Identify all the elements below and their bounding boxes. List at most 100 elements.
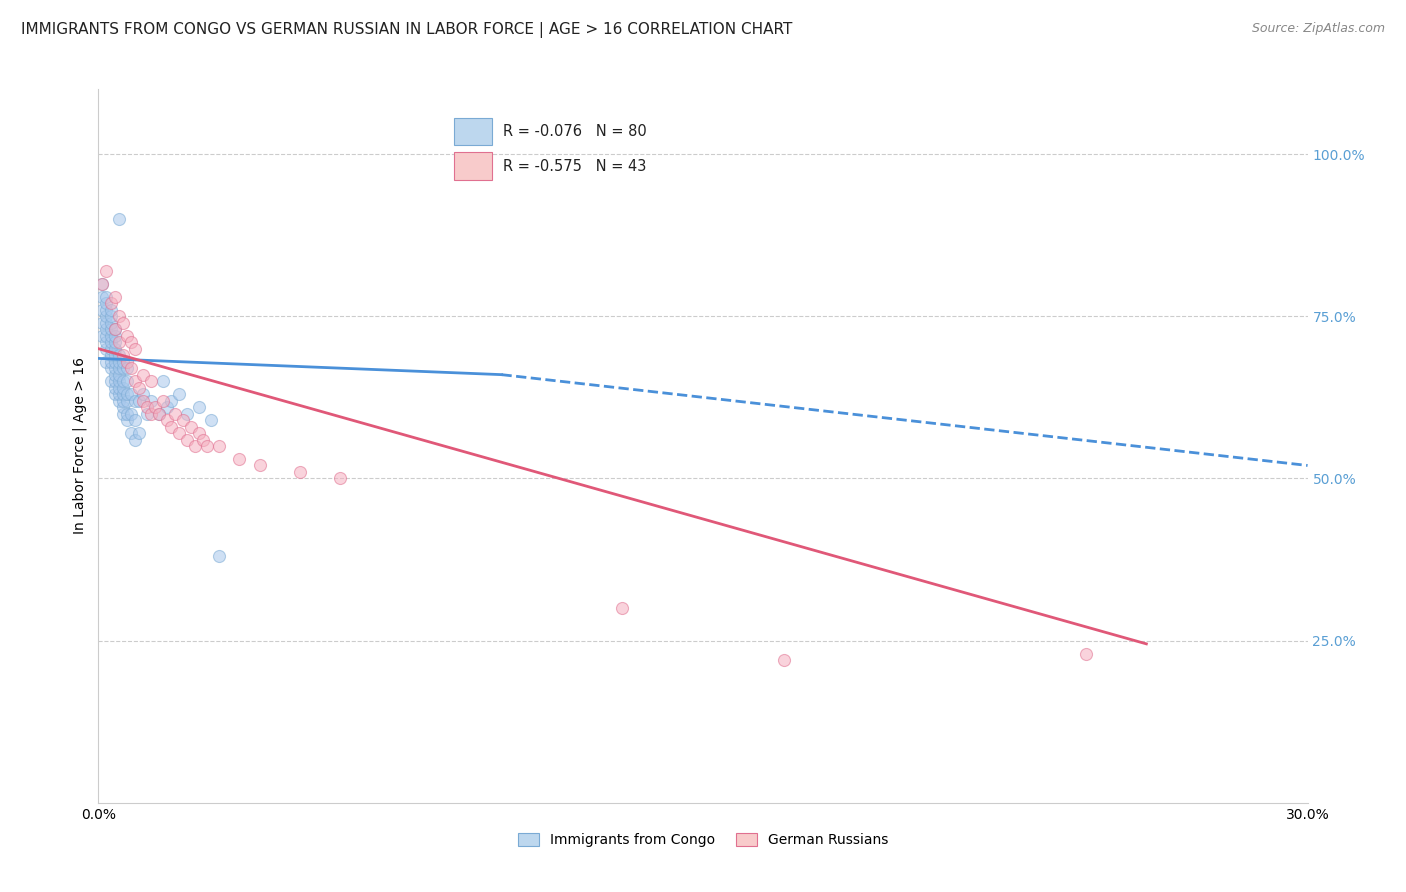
Point <box>100 328 122 343</box>
Point <box>188 400 211 414</box>
Point <box>100 374 122 388</box>
Point <box>228 452 250 467</box>
Point <box>107 354 129 368</box>
Y-axis label: In Labor Force | Age > 16: In Labor Force | Age > 16 <box>73 358 87 534</box>
Point <box>111 400 134 414</box>
Point <box>120 335 142 350</box>
Point <box>160 419 183 434</box>
Point <box>100 302 122 317</box>
Point <box>91 277 114 291</box>
Point <box>107 335 129 350</box>
Point <box>184 439 207 453</box>
Point <box>167 387 190 401</box>
Point <box>139 374 162 388</box>
Point <box>91 290 114 304</box>
Point <box>107 310 129 324</box>
Point <box>172 413 194 427</box>
Point <box>128 381 150 395</box>
Point <box>96 296 118 310</box>
Point <box>115 413 138 427</box>
Point <box>115 354 138 368</box>
Point <box>100 335 122 350</box>
Point <box>193 433 215 447</box>
Point <box>111 361 134 376</box>
Point <box>96 335 118 350</box>
Point <box>100 354 122 368</box>
Point <box>103 322 125 336</box>
Point <box>132 368 155 382</box>
Point <box>115 328 138 343</box>
Point <box>111 393 134 408</box>
Point <box>96 264 118 278</box>
Point <box>96 322 118 336</box>
Point <box>124 393 146 408</box>
FancyBboxPatch shape <box>454 118 492 145</box>
Point <box>107 361 129 376</box>
Point <box>100 310 122 324</box>
Point <box>120 407 142 421</box>
Point <box>91 328 114 343</box>
Legend: Immigrants from Congo, German Russians: Immigrants from Congo, German Russians <box>512 828 894 853</box>
Point <box>103 290 125 304</box>
Point <box>195 439 218 453</box>
Point <box>152 393 174 408</box>
Point <box>124 413 146 427</box>
Point <box>111 316 134 330</box>
Point <box>139 393 162 408</box>
Point <box>115 393 138 408</box>
Point <box>111 374 134 388</box>
Point <box>107 374 129 388</box>
Point <box>152 374 174 388</box>
Text: IMMIGRANTS FROM CONGO VS GERMAN RUSSIAN IN LABOR FORCE | AGE > 16 CORRELATION CH: IMMIGRANTS FROM CONGO VS GERMAN RUSSIAN … <box>21 22 793 38</box>
Point <box>103 342 125 356</box>
Point <box>124 342 146 356</box>
Point <box>132 387 155 401</box>
Point <box>180 419 202 434</box>
Point <box>107 387 129 401</box>
Point <box>176 433 198 447</box>
Point <box>200 413 222 427</box>
Point <box>115 387 138 401</box>
Point <box>111 387 134 401</box>
Text: R = -0.575   N = 43: R = -0.575 N = 43 <box>503 159 647 174</box>
Point <box>143 400 166 414</box>
Point <box>329 471 352 485</box>
Point <box>288 465 311 479</box>
Point <box>249 458 271 473</box>
Point <box>160 393 183 408</box>
Point <box>91 277 114 291</box>
Point <box>103 328 125 343</box>
Point <box>208 549 231 564</box>
Point <box>96 290 118 304</box>
Point <box>167 425 190 440</box>
Point <box>111 407 134 421</box>
Point <box>156 413 179 427</box>
Point <box>100 361 122 376</box>
Point <box>103 368 125 382</box>
Point <box>100 322 122 336</box>
Point <box>107 368 129 382</box>
Point <box>100 316 122 330</box>
Point <box>111 381 134 395</box>
Point <box>103 348 125 362</box>
Point <box>148 407 170 421</box>
Text: Source: ZipAtlas.com: Source: ZipAtlas.com <box>1251 22 1385 36</box>
Point <box>96 342 118 356</box>
Point <box>120 425 142 440</box>
FancyBboxPatch shape <box>454 153 492 179</box>
Point <box>96 354 118 368</box>
Point <box>208 439 231 453</box>
Point <box>96 328 118 343</box>
Point <box>612 601 634 615</box>
Point <box>1074 647 1097 661</box>
Point <box>148 407 170 421</box>
Point <box>124 433 146 447</box>
Point <box>156 400 179 414</box>
Point <box>107 211 129 226</box>
Point <box>115 374 138 388</box>
Point <box>103 354 125 368</box>
Point <box>120 361 142 376</box>
Point <box>128 425 150 440</box>
Point <box>107 381 129 395</box>
Point <box>115 361 138 376</box>
